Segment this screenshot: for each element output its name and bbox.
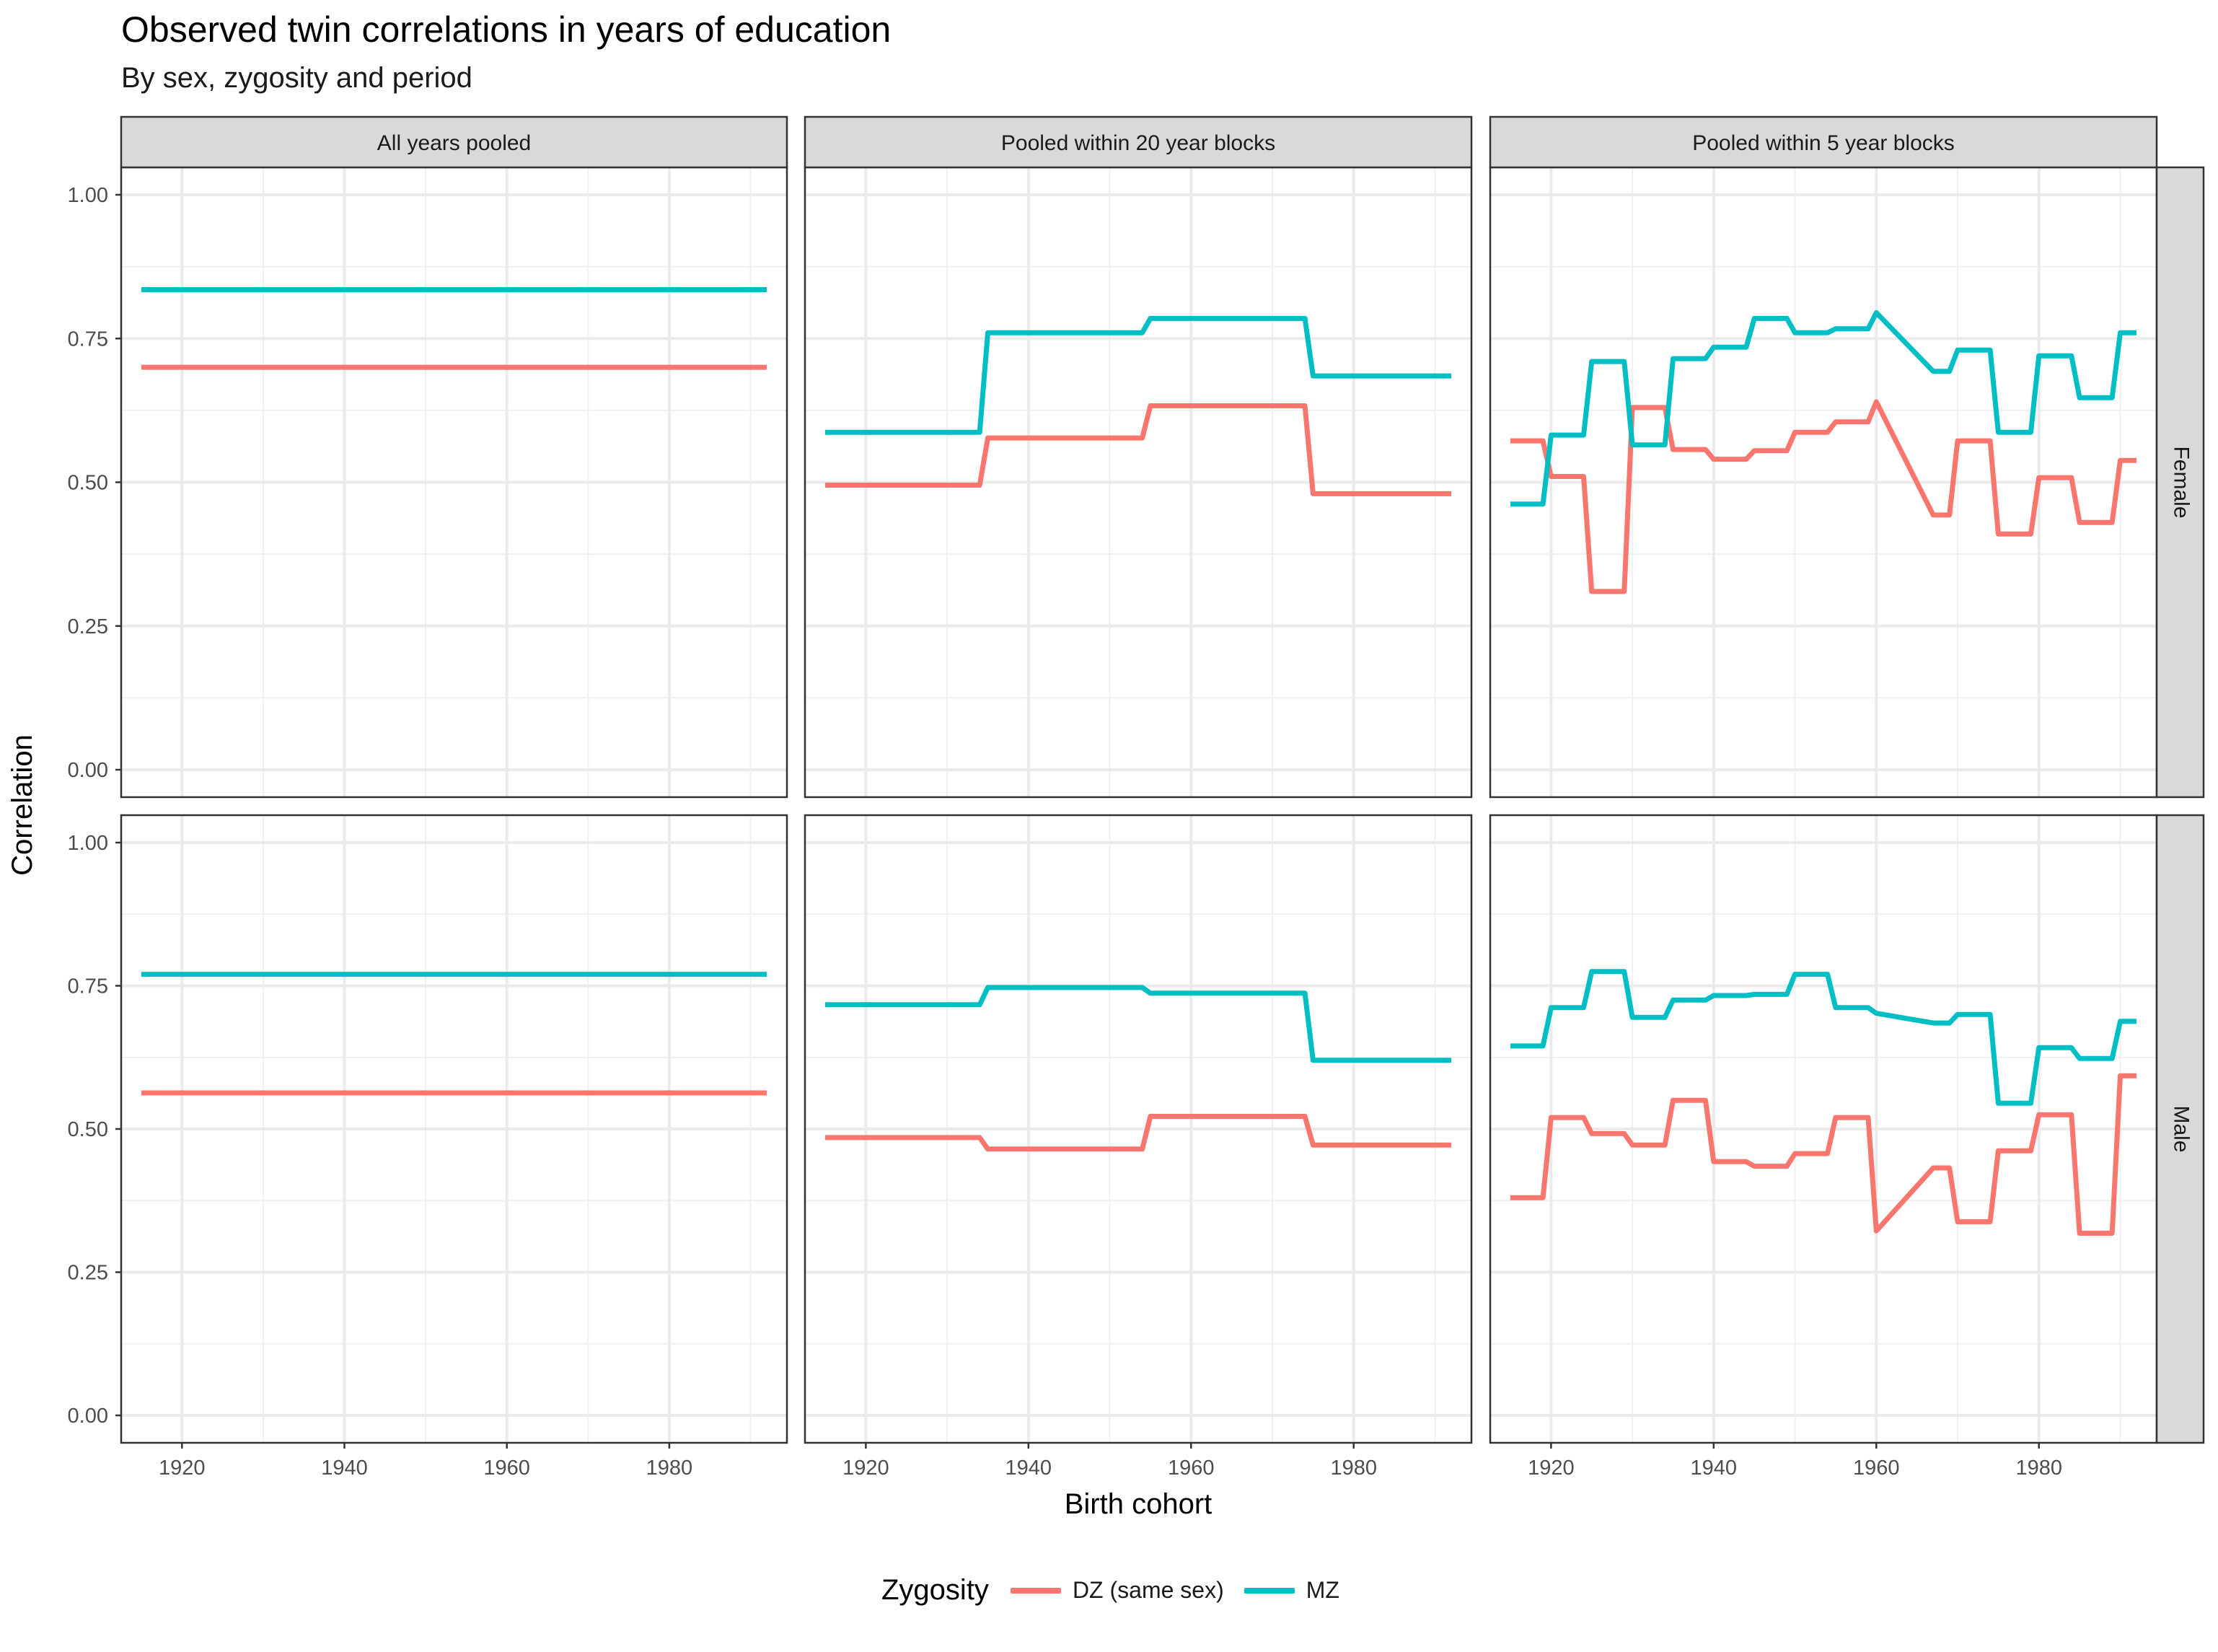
x-tick-label: 1940 bbox=[1691, 1457, 1738, 1480]
y-tick-label: 0.75 bbox=[68, 328, 108, 351]
y-tick-label: 0.75 bbox=[68, 975, 108, 998]
series-line-mz bbox=[825, 315, 1451, 435]
legend-item-dz: DZ (same sex) bbox=[1010, 1577, 1224, 1604]
x-tick-label: 1940 bbox=[321, 1457, 368, 1480]
x-tick-label: 1920 bbox=[842, 1457, 889, 1480]
series-line-dz bbox=[825, 403, 1451, 496]
series-line-mz bbox=[1510, 309, 2136, 507]
series-line-dz bbox=[1510, 1073, 2136, 1236]
y-tick-label: 1.00 bbox=[68, 832, 108, 855]
y-tick-label: 1.00 bbox=[68, 184, 108, 207]
chart-title: Observed twin correlations in years of e… bbox=[121, 9, 892, 50]
facet-strip-column bbox=[1489, 115, 2158, 169]
facet-strip-label: Female bbox=[2170, 446, 2193, 518]
x-tick-label: 1980 bbox=[646, 1457, 693, 1480]
series-line-mz bbox=[825, 985, 1451, 1063]
legend-swatch-mz bbox=[1244, 1587, 1295, 1594]
y-tick-label: 0.25 bbox=[68, 1262, 108, 1285]
legend: Zygosity DZ (same sex) MZ bbox=[881, 1574, 1360, 1607]
y-axis-title: Correlation bbox=[6, 734, 38, 876]
y-tick-label: 0.50 bbox=[68, 472, 108, 495]
legend-item-mz: MZ bbox=[1244, 1577, 1339, 1604]
facet-strip-column bbox=[804, 115, 1473, 169]
x-tick-label: 1940 bbox=[1005, 1457, 1052, 1480]
legend-label-dz: DZ (same sex) bbox=[1072, 1577, 1224, 1603]
series-line-dz bbox=[1510, 399, 2136, 594]
series-line-mz bbox=[1510, 969, 2136, 1106]
x-tick-label: 1980 bbox=[2015, 1457, 2062, 1480]
legend-label-mz: MZ bbox=[1306, 1577, 1339, 1603]
facet-strip-label: Male bbox=[2170, 1105, 2193, 1152]
facet-strip-label: All years pooled bbox=[377, 131, 531, 155]
y-tick-label: 0.25 bbox=[68, 615, 108, 638]
facet-strip-label: Pooled within 5 year blocks bbox=[1692, 131, 1955, 155]
chart-subtitle: By sex, zygosity and period bbox=[121, 62, 472, 94]
x-tick-label: 1980 bbox=[1330, 1457, 1377, 1480]
facet-strip-row bbox=[2155, 166, 2205, 799]
legend-swatch-dz bbox=[1010, 1587, 1061, 1594]
x-tick-label: 1920 bbox=[1528, 1457, 1575, 1480]
y-tick-label: 0.00 bbox=[68, 1405, 108, 1428]
x-tick-label: 1920 bbox=[159, 1457, 206, 1480]
legend-title: Zygosity bbox=[881, 1574, 989, 1606]
x-axis-title: Birth cohort bbox=[1065, 1488, 1213, 1520]
x-tick-label: 1960 bbox=[1168, 1457, 1215, 1480]
y-tick-label: 0.50 bbox=[68, 1118, 108, 1141]
y-tick-label: 0.00 bbox=[68, 759, 108, 782]
facet-strip-label: Pooled within 20 year blocks bbox=[1001, 131, 1275, 155]
x-tick-label: 1960 bbox=[483, 1457, 530, 1480]
facet-strip-column bbox=[120, 115, 788, 169]
panel-border bbox=[804, 814, 1473, 1444]
series-line-dz bbox=[825, 1114, 1451, 1152]
facet-strip-row bbox=[2155, 814, 2205, 1444]
x-tick-label: 1960 bbox=[1853, 1457, 1900, 1480]
